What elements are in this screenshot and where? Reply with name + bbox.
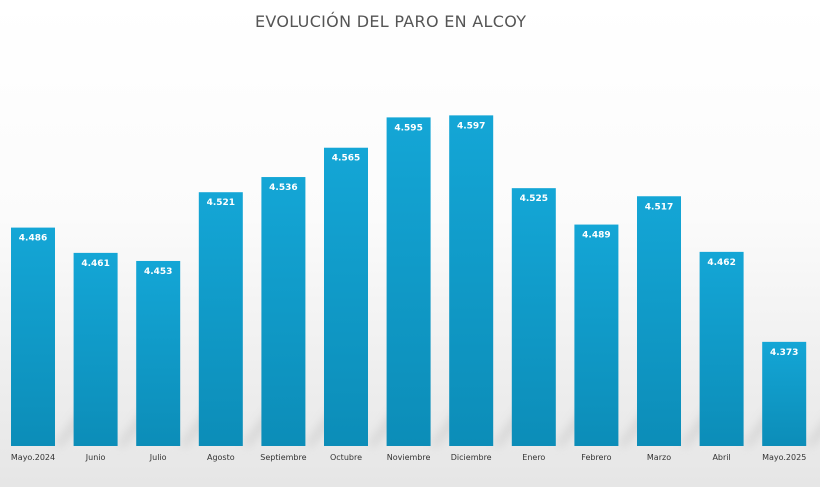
value-label: 4.517 [645,202,673,212]
category-label: Septiembre [260,453,306,462]
bar-febrero [574,224,619,446]
value-label: 4.486 [19,234,47,244]
bar-enero [511,188,556,446]
bar-marzo [637,196,681,446]
category-label: Agosto [207,453,235,462]
category-label: Junio [85,453,106,462]
category-label: Abril [712,453,730,462]
bar-noviembre [386,117,431,446]
value-label: 4.521 [207,198,235,208]
category-label: Diciembre [451,453,492,462]
value-label: 4.453 [144,267,172,277]
value-label: 4.462 [707,258,735,268]
value-label: 4.489 [582,231,610,241]
bar-abril [699,251,744,446]
bar-shadow [242,391,283,446]
value-label: 4.597 [457,121,485,131]
bar-septiembre [261,177,306,447]
category-label: Noviembre [387,453,431,462]
category-label: Marzo [647,453,671,462]
bar-mayo-2025 [762,341,807,446]
value-label: 4.536 [269,183,297,193]
value-label: 4.525 [520,194,548,204]
category-label: Octubre [330,453,362,462]
category-label: Julio [149,453,167,462]
bar-agosto [198,192,243,446]
value-label: 4.461 [81,259,109,269]
value-label: 4.373 [770,348,798,358]
category-label: Mayo.2025 [762,453,806,462]
category-label: Mayo.2024 [11,453,55,462]
chart-title: EVOLUCIÓN DEL PARO EN ALCOY [255,12,527,31]
category-label: Febrero [581,453,611,462]
category-label: Enero [522,453,545,462]
bar-mayo-2024 [11,227,55,446]
value-label: 4.595 [394,123,422,133]
value-label: 4.565 [332,154,360,164]
bar-diciembre [449,115,494,446]
bar-julio [136,260,181,446]
bar-octubre [324,147,368,446]
bar-shadow [806,427,820,446]
bar-junio [73,252,118,446]
